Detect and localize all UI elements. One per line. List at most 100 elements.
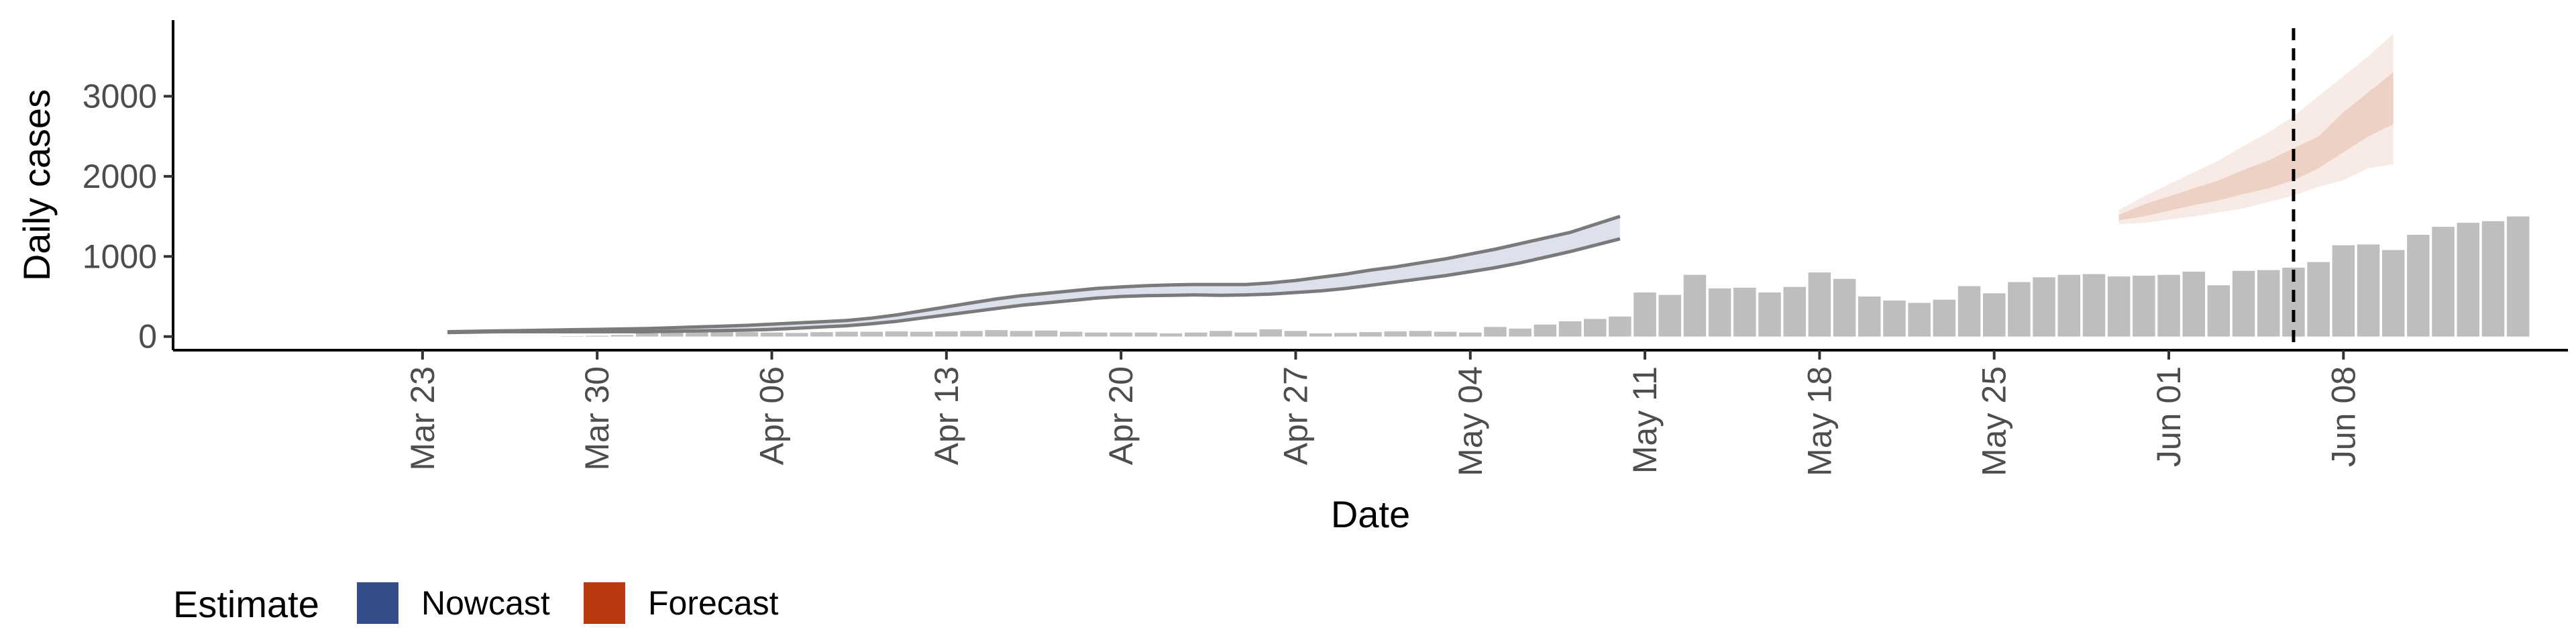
bar <box>1758 292 1781 337</box>
bar <box>1733 287 1756 337</box>
bar <box>835 331 858 337</box>
bar <box>910 331 933 337</box>
forecast-outer-band <box>2118 34 2394 225</box>
bar <box>2133 275 2155 337</box>
bar <box>1584 319 1607 337</box>
y-tick-label: 2000 <box>83 158 157 195</box>
bar <box>661 330 684 337</box>
bar <box>2506 216 2530 337</box>
legend: Estimate Nowcast Forecast <box>173 582 779 625</box>
bar <box>1210 331 1232 337</box>
bar <box>2182 272 2205 337</box>
bar <box>686 331 708 337</box>
x-tick-label: Apr 27 <box>1277 366 1314 465</box>
x-tick-label: Apr 13 <box>928 366 965 465</box>
bar <box>2357 244 2380 337</box>
x-tick-label: Apr 06 <box>753 366 791 465</box>
bar <box>2157 274 2180 337</box>
bar <box>586 335 608 337</box>
legend-key <box>357 582 398 624</box>
bar <box>1159 333 1183 337</box>
bar <box>1683 274 1707 337</box>
bar <box>1284 331 1307 337</box>
bar <box>2207 285 2231 337</box>
bar <box>2057 274 2080 337</box>
bar <box>1010 331 1033 337</box>
bar <box>1708 288 1731 337</box>
bar <box>1633 292 1656 337</box>
legend-label: Nowcast <box>421 584 550 622</box>
bar <box>1783 286 1806 337</box>
bar <box>1434 331 1457 337</box>
bar <box>2481 221 2505 337</box>
bar <box>935 331 958 337</box>
bar <box>2407 235 2430 337</box>
nowcast-band <box>447 216 1620 333</box>
y-tick-label: 0 <box>138 318 157 356</box>
bar <box>810 332 833 337</box>
bar <box>1409 331 1432 337</box>
bar <box>1134 332 1158 337</box>
bar <box>2082 274 2106 337</box>
forecast-layer <box>2118 34 2394 225</box>
bar <box>1309 333 1332 337</box>
bar <box>1908 303 1931 337</box>
y-tick-label: 3000 <box>83 77 157 115</box>
bar <box>1060 331 1083 337</box>
bar <box>2457 223 2479 337</box>
bar <box>1259 329 1282 337</box>
x-tick-label: Jun 01 <box>2150 366 2188 467</box>
bar <box>2232 270 2255 337</box>
bar <box>1534 324 1557 337</box>
bar <box>1833 278 1856 337</box>
x-tick-label: May 25 <box>1976 366 2013 476</box>
bar <box>1808 272 1831 337</box>
x-tick-label: Jun 08 <box>2324 366 2362 467</box>
bar <box>710 331 733 337</box>
x-tick-label: May 04 <box>1452 366 1489 476</box>
nowcast-layer <box>447 215 1621 335</box>
bar <box>1883 301 1906 337</box>
bar <box>1558 321 1582 337</box>
x-tick-label: Mar 30 <box>578 366 616 471</box>
bar <box>2257 270 2280 337</box>
nowcast-upper-line <box>447 215 1621 333</box>
x-ticks: Mar 23 Mar 30 Apr 06 Apr 13 Apr 20 Apr 27 May … <box>404 350 2362 476</box>
bar <box>2332 245 2355 337</box>
x-tick-label: Mar 23 <box>404 366 441 471</box>
bars-layer <box>561 216 2530 337</box>
y-axis-title: Daily cases <box>15 89 58 281</box>
bar <box>2008 282 2031 337</box>
legend-label: Forecast <box>648 584 779 622</box>
bar <box>786 333 808 337</box>
bar <box>1858 297 1881 337</box>
bar <box>2033 277 2055 337</box>
bar <box>1359 332 1382 337</box>
legend-key <box>584 582 625 624</box>
bar <box>2382 250 2405 337</box>
bar <box>1334 333 1357 337</box>
bar <box>1484 327 1507 337</box>
x-tick-label: Apr 20 <box>1102 366 1140 465</box>
bar <box>860 331 883 337</box>
bar <box>1110 332 1132 337</box>
bar <box>2107 276 2131 337</box>
bar <box>1933 299 1956 337</box>
bar <box>1384 331 1407 337</box>
x-tick-label: May 11 <box>1626 366 1664 474</box>
x-tick-label: May 18 <box>1801 366 1838 476</box>
bar <box>1509 328 1532 337</box>
bar <box>960 331 983 337</box>
bar <box>1459 332 1482 337</box>
x-axis-title: Date <box>1331 493 1410 535</box>
bar <box>760 332 784 337</box>
forecast-inner-band <box>2118 72 2394 221</box>
bar <box>1234 332 1257 337</box>
y-ticks: 0 1000 2000 3000 <box>83 77 173 356</box>
bar <box>985 330 1008 337</box>
bar <box>1609 316 1631 337</box>
bar <box>1034 330 1058 337</box>
bar <box>735 332 759 337</box>
bar <box>1085 332 1108 337</box>
bar <box>1658 294 1681 337</box>
